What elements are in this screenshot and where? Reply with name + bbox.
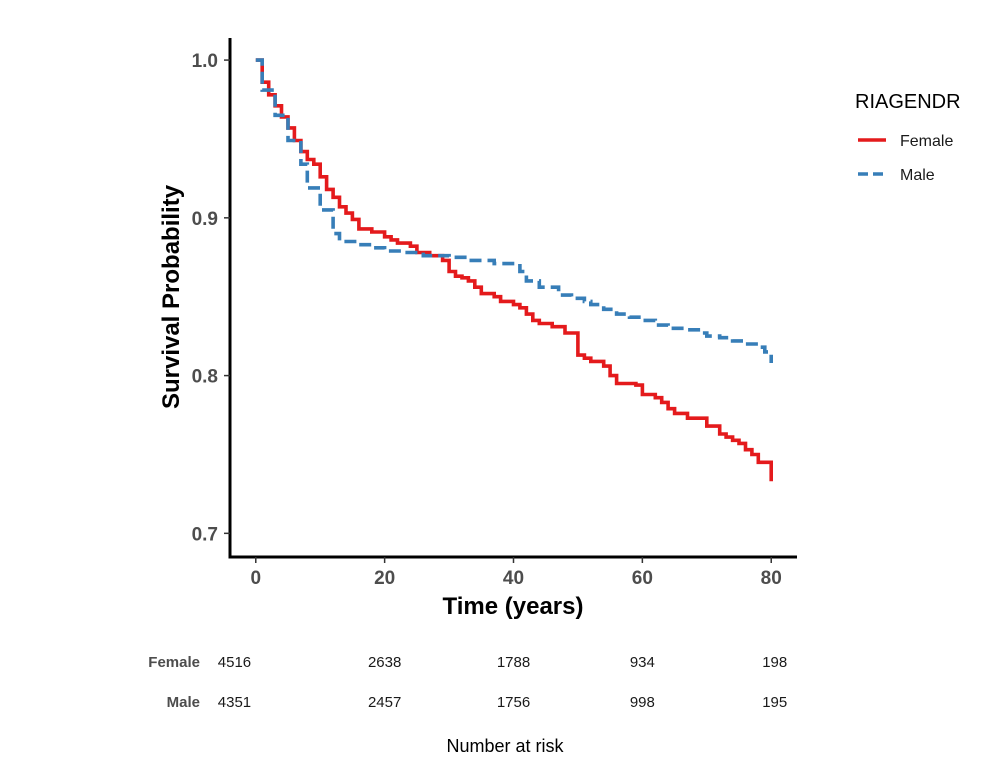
x-axis-title: Time (years) bbox=[443, 593, 584, 620]
risk-rows: Female 4516 2638 1788 934 198 Male 4351 2457 1756… bbox=[148, 654, 787, 711]
risk-cell: 4516 bbox=[218, 654, 251, 671]
legend-title: RIAGENDR bbox=[855, 91, 961, 113]
y-tick-label: 0.9 bbox=[192, 209, 218, 230]
legend-label-male: Male bbox=[900, 167, 935, 184]
y-axis-title: Survival Probability bbox=[158, 184, 185, 409]
y-ticks: 0.7 0.8 0.9 1.0 bbox=[192, 51, 230, 545]
series-line-female bbox=[255, 58, 773, 482]
risk-cell: 195 bbox=[762, 694, 787, 711]
curves-layer bbox=[255, 58, 773, 482]
x-tick-label: 60 bbox=[632, 568, 653, 589]
risk-cell: 4351 bbox=[218, 694, 251, 711]
risk-table-title: Number at risk bbox=[446, 736, 564, 756]
y-tick-label: 1.0 bbox=[192, 51, 218, 72]
x-ticks: 0 20 40 60 80 bbox=[250, 557, 782, 589]
y-tick-label: 0.8 bbox=[192, 367, 218, 388]
y-tick-label: 0.7 bbox=[192, 524, 218, 545]
risk-table: Female 4516 2638 1788 934 198 Male 4351 2457 1756… bbox=[148, 654, 787, 756]
risk-row-label: Female bbox=[148, 654, 200, 671]
axes-layer bbox=[228, 38, 797, 559]
risk-cell: 998 bbox=[630, 694, 655, 711]
x-tick-label: 80 bbox=[761, 568, 782, 589]
risk-cell: 2457 bbox=[368, 694, 401, 711]
legend: RIAGENDR Female Male bbox=[855, 91, 961, 184]
risk-cell: 934 bbox=[630, 654, 655, 671]
legend-label-female: Female bbox=[900, 133, 953, 150]
risk-cell: 198 bbox=[762, 654, 787, 671]
risk-cell: 1788 bbox=[497, 654, 530, 671]
risk-row-label: Male bbox=[167, 694, 200, 711]
x-tick-label: 40 bbox=[503, 568, 524, 589]
risk-cell: 1756 bbox=[497, 694, 530, 711]
legend-items: Female Male bbox=[858, 133, 953, 184]
series-line-male bbox=[255, 58, 773, 363]
risk-cell: 2638 bbox=[368, 654, 401, 671]
x-tick-label: 20 bbox=[374, 568, 395, 589]
x-tick-label: 0 bbox=[250, 568, 261, 589]
